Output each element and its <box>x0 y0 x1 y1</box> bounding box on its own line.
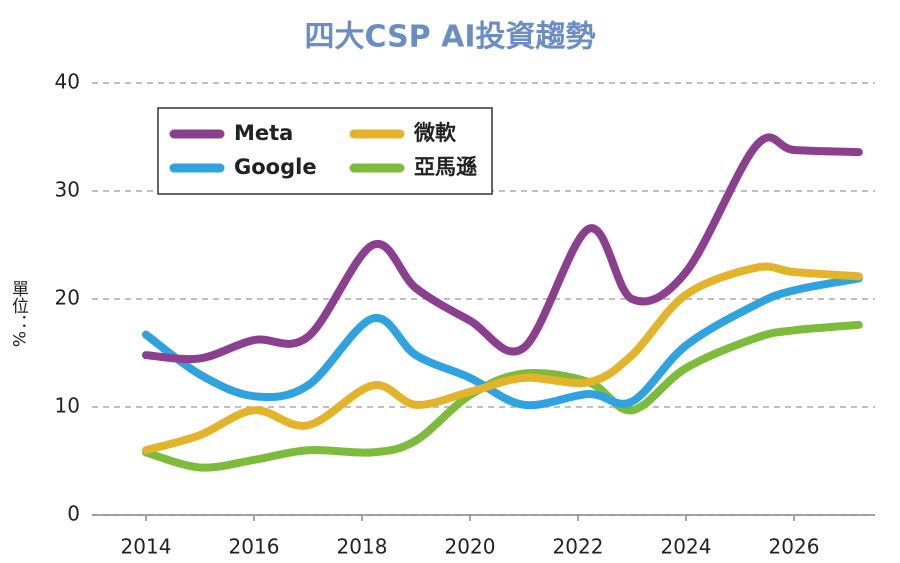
y-axis-label: 單位：% <box>8 280 29 347</box>
legend-label: 微軟 <box>413 121 457 145</box>
series-line <box>142 274 863 410</box>
legend-label: Google <box>234 155 317 179</box>
y-tick-label: 40 <box>55 70 80 94</box>
y-tick-label: 0 <box>67 502 80 526</box>
y-tick-label: 10 <box>55 394 80 418</box>
x-tick-label: 2020 <box>445 535 496 559</box>
x-tick-label: 2026 <box>769 535 820 559</box>
series-line <box>142 262 863 455</box>
x-tick-label: 2014 <box>121 535 172 559</box>
x-tick-label: 2018 <box>337 535 388 559</box>
x-tick-label: 2022 <box>553 535 604 559</box>
y-tick-label: 30 <box>55 178 80 202</box>
chart-title: 四大CSP AI投資趨勢 <box>305 20 596 55</box>
legend-label: 亞馬遜 <box>414 155 477 179</box>
y-tick-label: 20 <box>55 286 80 310</box>
x-tick-label: 2016 <box>229 535 280 559</box>
series-line <box>142 133 863 364</box>
legend-label: Meta <box>234 121 293 145</box>
legend-box <box>157 107 493 195</box>
x-tick-label: 2024 <box>661 535 712 559</box>
